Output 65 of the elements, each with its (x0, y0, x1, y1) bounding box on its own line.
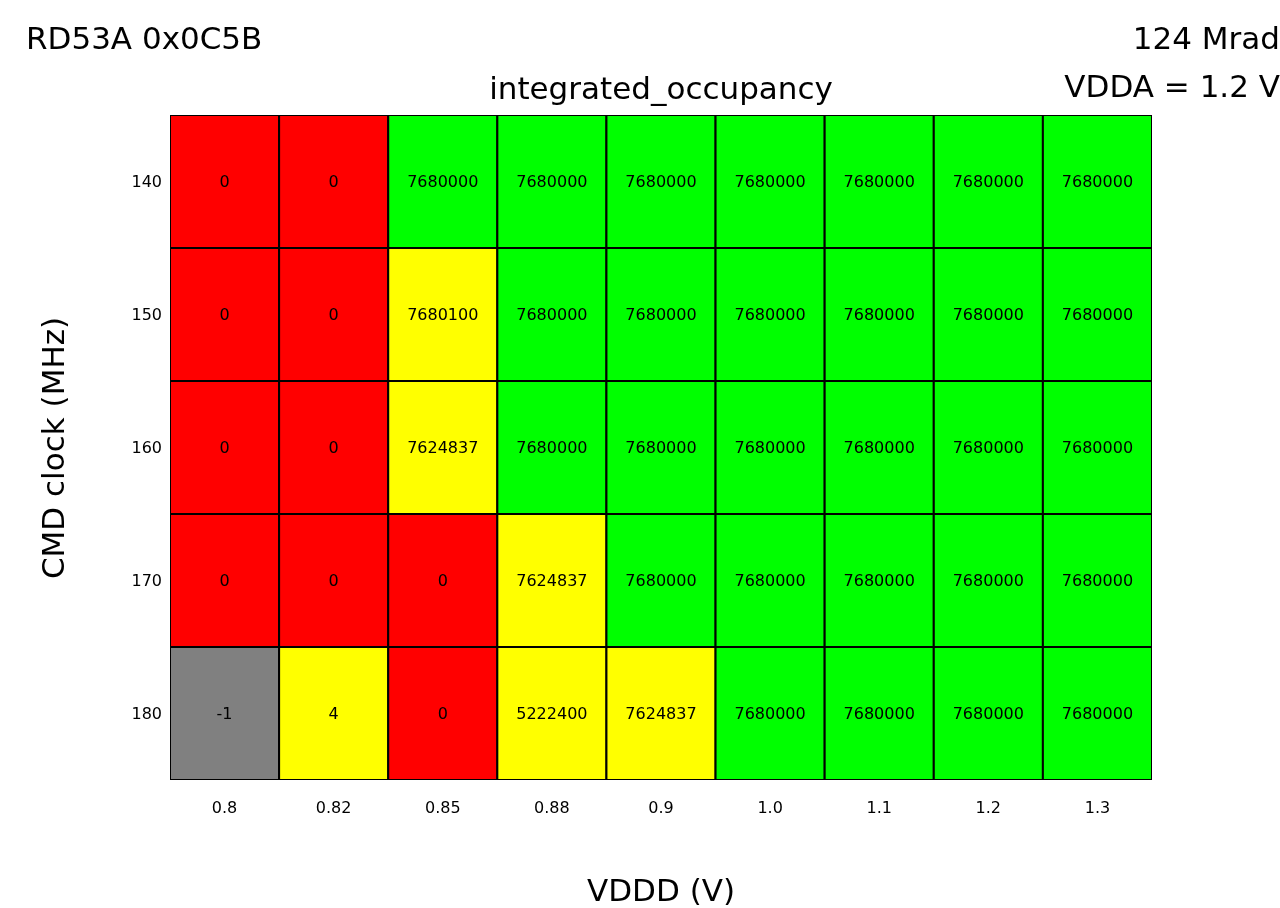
data-label: 0 (219, 305, 230, 324)
data-label: 7680100 (407, 305, 479, 324)
data-label: 7680000 (1061, 571, 1134, 590)
x-tick-label: 0.88 (534, 798, 570, 818)
data-label: 7680000 (734, 172, 806, 191)
data-label: 7680000 (952, 305, 1024, 324)
y-tick-label: 180 (131, 704, 162, 724)
data-label: 7680000 (1061, 704, 1134, 723)
data-label: 0 (219, 172, 230, 191)
data-label: 7680000 (734, 704, 806, 723)
x-tick-label: 0.9 (648, 798, 674, 818)
data-label: 0 (328, 571, 339, 590)
data-label: 0 (219, 438, 230, 457)
data-label: 4 (328, 704, 339, 723)
data-label: 0 (328, 172, 339, 191)
data-label: 5222400 (516, 704, 588, 723)
y-tick-label: 140 (131, 172, 162, 192)
data-label: 7680000 (952, 571, 1024, 590)
data-label: 7680000 (952, 704, 1024, 723)
x-axis-title: VDDD (V) (586, 872, 736, 908)
data-label: 7680000 (843, 571, 915, 590)
x-tick-label: 1.2 (975, 798, 1002, 818)
data-label: 7680000 (1061, 438, 1134, 457)
data-label: 0 (437, 571, 448, 590)
data-label: -1 (216, 704, 233, 723)
data-label: 7680000 (734, 438, 806, 457)
data-label: 7680000 (516, 172, 588, 191)
text: VDDA = 1.2 V (1064, 68, 1280, 104)
data-label: 0 (219, 571, 230, 590)
x-tick-label: 0.8 (211, 798, 238, 818)
x-tick-label: 0.82 (315, 798, 352, 818)
data-label: 7680000 (625, 571, 697, 590)
data-label: 0 (437, 704, 448, 723)
x-tick-label: 0.85 (424, 798, 461, 818)
data-label: 7680000 (843, 305, 915, 324)
data-label: 7680000 (407, 172, 479, 191)
data-label: 7680000 (625, 305, 697, 324)
y-tick-label: 170 (131, 571, 162, 591)
x-tick-label: 1.0 (757, 798, 783, 818)
y-axis-title: CMD clock (MHz) (35, 316, 71, 579)
data-label: 7680000 (952, 172, 1024, 191)
data-label: 7680000 (516, 438, 588, 457)
data-label: 7680000 (625, 438, 697, 457)
data-label: 0 (328, 438, 339, 457)
x-tick-label: 1.3 (1084, 798, 1111, 818)
text: 124 Mrad (1132, 20, 1280, 56)
text: RD53A 0x0C5B (26, 20, 263, 56)
data-label: 7680000 (843, 438, 915, 457)
data-label: 7624837 (625, 704, 697, 723)
data-label: 7680000 (734, 305, 806, 324)
data-label: 7680000 (843, 704, 915, 723)
y-tick-label: 150 (131, 305, 162, 325)
data-label: 7680000 (516, 305, 588, 324)
data-label: 7680000 (1061, 172, 1134, 191)
data-label: 7680000 (734, 571, 806, 590)
x-tick-label: 1.1 (866, 798, 892, 818)
data-label: 0 (328, 305, 339, 324)
data-label: 7624837 (516, 571, 588, 590)
data-label: 7680000 (952, 438, 1024, 457)
chart-title: integrated_occupancy (489, 70, 833, 106)
data-label: 7624837 (407, 438, 479, 457)
data-label: 7680000 (625, 172, 697, 191)
data-label: 7680000 (843, 172, 915, 191)
data-label: 7680000 (1061, 305, 1134, 324)
y-tick-label: 160 (131, 438, 162, 458)
